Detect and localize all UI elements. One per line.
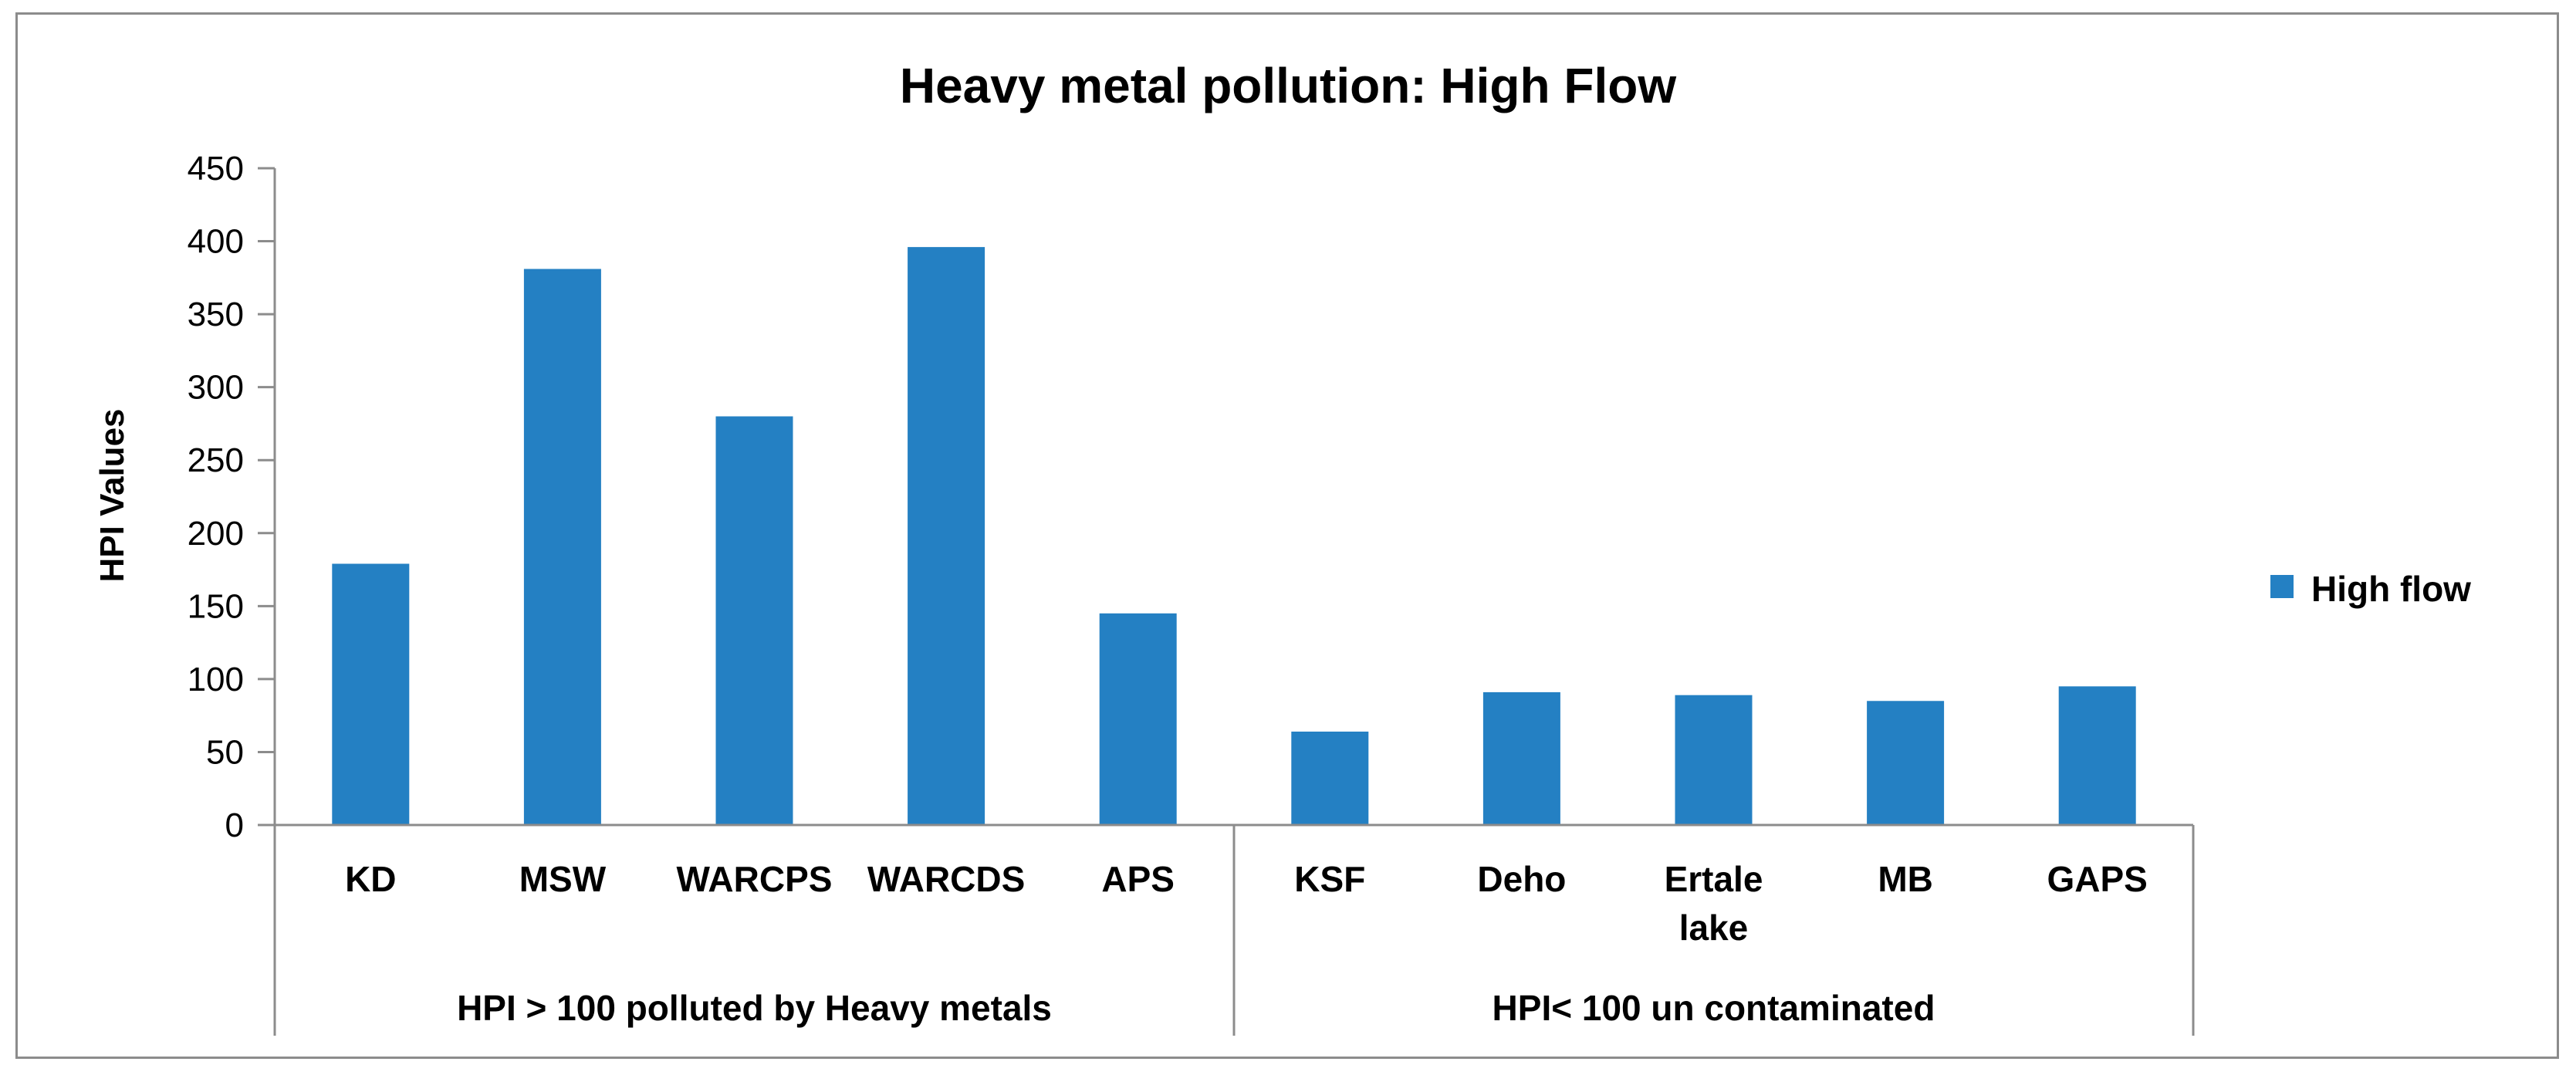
bar-gaps <box>2058 686 2136 825</box>
x-tick-label: KD <box>345 859 396 899</box>
x-tick-label: Deho <box>1477 859 1566 899</box>
x-tick-label: MB <box>1878 859 1933 899</box>
x-tick-label: MSW <box>519 859 607 899</box>
legend-swatch <box>2270 575 2294 598</box>
group-label: HPI< 100 un contaminated <box>1493 988 1935 1028</box>
y-tick-label: 200 <box>188 515 244 553</box>
bar-aps <box>1099 613 1177 825</box>
y-tick-label: 350 <box>188 296 244 333</box>
chart-frame <box>15 12 2559 1059</box>
bar-deho <box>1482 691 1560 825</box>
bar-mb <box>1867 701 1945 825</box>
bar-warcds <box>908 247 985 825</box>
x-tick-label: WARCPS <box>677 859 833 899</box>
chart-title: Heavy metal pollution: High Flow <box>900 58 1677 113</box>
bar-warcps <box>715 416 793 825</box>
bar-ksf <box>1291 731 1369 825</box>
y-tick-label: 100 <box>188 661 244 698</box>
plot-area: 0 50 100 150 200 250 300 350 400 450 KD MSW WARCPS WA… <box>188 150 2195 1036</box>
y-tick-label: 0 <box>225 806 244 844</box>
group-label: HPI > 100 polluted by Heavy metals <box>457 988 1052 1028</box>
y-tick-label: 400 <box>188 223 244 261</box>
x-tick-label: WARCDS <box>867 859 1025 899</box>
x-tick-label: Ertale <box>1665 859 1763 899</box>
y-tick-label: 300 <box>188 369 244 407</box>
y-tick-label: 450 <box>188 150 244 188</box>
bar-ertale-lake <box>1675 695 1753 825</box>
legend-label: High flow <box>2311 569 2471 609</box>
legend: High flow <box>2270 569 2471 609</box>
x-tick-label: lake <box>1679 908 1749 948</box>
x-tick-label: KSF <box>1294 859 1365 899</box>
y-tick-label: 50 <box>206 733 244 771</box>
y-tick-label: 250 <box>188 441 244 479</box>
y-tick-label: 150 <box>188 587 244 625</box>
bar-msw <box>523 269 601 825</box>
y-axis-label: HPI Values <box>93 408 131 582</box>
x-tick-label: APS <box>1101 859 1175 899</box>
bar-kd <box>332 563 410 825</box>
x-tick-label: GAPS <box>2047 859 2148 899</box>
